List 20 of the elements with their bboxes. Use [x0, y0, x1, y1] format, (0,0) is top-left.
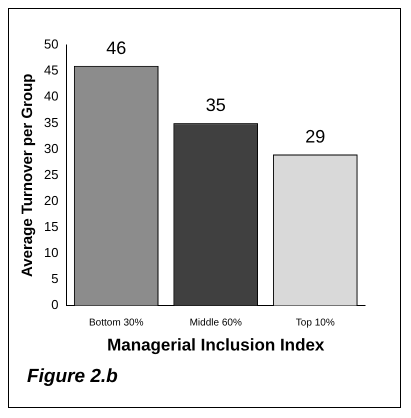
y-tick-label: 40 [44, 88, 58, 104]
y-tick-label: 15 [44, 219, 58, 234]
y-tick-label: 20 [44, 192, 58, 208]
y-tick-label: 35 [44, 114, 58, 130]
y-tick-label: 50 [44, 36, 58, 52]
x-axis-title: Managerial Inclusion Index [107, 335, 325, 354]
y-tick-label: 30 [44, 140, 58, 156]
y-tick-label: 10 [44, 245, 58, 260]
y-tick-label: 45 [44, 62, 58, 78]
data-label: 35 [206, 95, 226, 116]
x-tick-label: Middle 60% [190, 317, 242, 328]
y-tick-label: 5 [51, 271, 58, 286]
x-tick-label: Bottom 30% [88, 317, 144, 328]
y-axis-title: Average Turnover per Group [19, 74, 36, 277]
y-tick-label: 0 [51, 297, 58, 312]
caption: Figure 2.b [27, 366, 119, 388]
data-label: 29 [305, 126, 326, 146]
x-tick-label: Top 10% [296, 317, 335, 328]
y-tick-label: 25 [44, 166, 58, 182]
data-label: 46 [106, 38, 126, 58]
